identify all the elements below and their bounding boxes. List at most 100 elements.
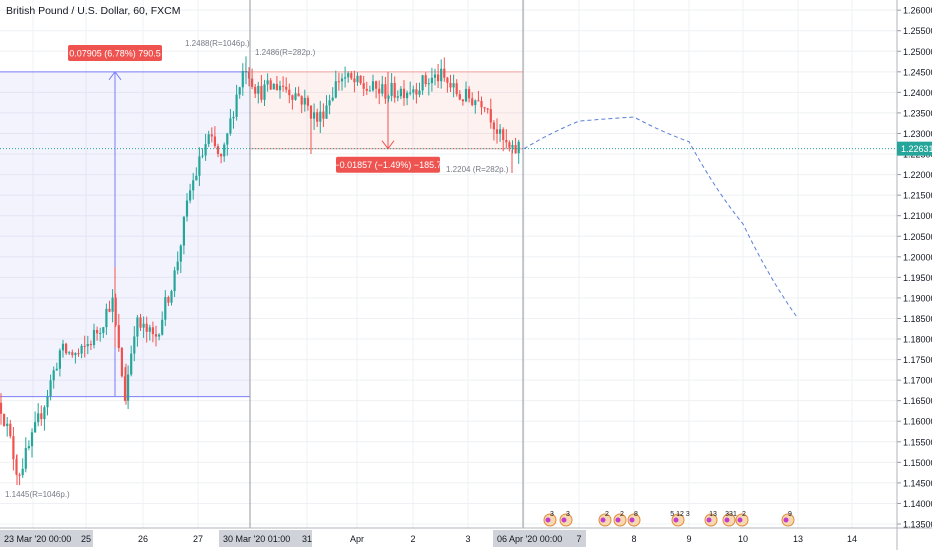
- event-marker-count: 9: [788, 511, 792, 518]
- candle-body: [368, 90, 371, 92]
- candle-body: [495, 129, 499, 134]
- candle-body: [182, 216, 185, 246]
- event-marker-count: 5 12 3: [670, 511, 690, 518]
- candle-body: [365, 88, 368, 91]
- candle-body: [347, 73, 350, 78]
- event-marker-count: 3: [550, 511, 554, 518]
- price-axis-label: 1.24000: [903, 88, 932, 98]
- candle-body: [142, 323, 145, 328]
- candle-body: [55, 368, 58, 371]
- candle-body: [492, 122, 495, 130]
- candle-body: [204, 144, 207, 156]
- candle-body: [127, 374, 130, 401]
- candle-body: [340, 78, 344, 82]
- time-axis-label-highlight: 06 Apr '20 00:00: [497, 534, 562, 544]
- candle-body: [223, 144, 226, 157]
- candle-body: [226, 133, 229, 145]
- time-axis-label: 27: [193, 534, 203, 544]
- candle-body: [449, 82, 452, 88]
- candle-body: [18, 474, 21, 476]
- candle-body: [189, 190, 192, 201]
- candle-body: [37, 413, 40, 423]
- candle-body: [303, 97, 306, 105]
- time-axis-label: 14: [847, 534, 857, 544]
- price-axis-label: 1.15500: [903, 437, 932, 447]
- candle-body: [89, 344, 92, 346]
- candle-body: [331, 97, 334, 101]
- price-axis-label: 1.25500: [903, 26, 932, 36]
- price-axis-label: 1.19500: [903, 273, 932, 283]
- price-axis-label: 1.15000: [903, 458, 932, 468]
- candle-body: [309, 105, 313, 119]
- candle-body: [133, 336, 136, 354]
- candle-body: [480, 101, 483, 108]
- price-axis-label: 1.26000: [903, 6, 932, 16]
- candle-body: [232, 116, 235, 119]
- candle-body: [409, 92, 412, 94]
- candle-body: [415, 89, 418, 95]
- candle-body: [257, 85, 260, 94]
- time-axis-label: 26: [138, 534, 148, 544]
- candle-body: [148, 327, 151, 332]
- price-axis[interactable]: 1.26000 1.25500 1.25000 1.24500 1.24000 1.235…: [896, 0, 932, 550]
- time-axis[interactable]: 23 Mar '20 00:00 25 26 27 30 Mar '20 01:00 31…: [0, 527, 932, 547]
- candle-body: [306, 97, 309, 106]
- candle-body: [412, 89, 415, 93]
- time-axis-label: 8: [631, 534, 636, 544]
- drawing-overlays: 0.07905 (6.78%) 790.5 −0.01857 (−1.49%) −…: [0, 0, 897, 528]
- candle-body: [235, 94, 238, 117]
- candle-body: [145, 323, 148, 332]
- high-label-2: 1.2486(R=282p.): [255, 48, 316, 57]
- candle-body: [263, 84, 266, 100]
- candle-body: [229, 118, 232, 134]
- candle-body: [80, 345, 83, 354]
- candle-body: [269, 80, 272, 90]
- candle-body: [40, 413, 43, 420]
- price-axis-label: 1.25000: [903, 47, 932, 57]
- measure-range-down-fill: [250, 71, 523, 149]
- time-axis-label-highlight: 23 Mar '20 00:00: [4, 534, 71, 544]
- candle-body: [489, 109, 492, 123]
- candle-body: [452, 83, 455, 88]
- candle-body: [254, 86, 257, 94]
- candle-body: [151, 327, 154, 335]
- candle-body: [505, 140, 508, 143]
- event-flag-icon: [724, 517, 730, 523]
- high-label-1: 1.2488(R=1046p.): [185, 39, 250, 48]
- candle-body: [49, 380, 52, 397]
- event-markers: 3 3 2 2 8 5 12 3 13 331 2 9: [543, 511, 795, 527]
- candle-body: [198, 156, 201, 176]
- time-axis-label: 2: [410, 534, 415, 544]
- event-flag-icon: [783, 517, 789, 523]
- candle-body: [313, 112, 316, 119]
- time-axis-highlight-box: [0, 530, 93, 547]
- candle-body: [322, 111, 325, 119]
- candle-body: [65, 343, 68, 354]
- symbol-title: British Pound / U.S. Dollar, 60, FXCM: [6, 5, 180, 17]
- candle-body: [272, 83, 275, 90]
- candle-body: [6, 423, 9, 427]
- candle-body: [92, 329, 96, 346]
- candle-body: [3, 413, 6, 427]
- price-axis-label: 1.17500: [903, 355, 932, 365]
- candle-body: [247, 71, 251, 79]
- event-marker-count: 331: [725, 511, 737, 518]
- candle-body: [86, 344, 89, 347]
- event-flag-icon: [673, 517, 679, 523]
- candle-body: [207, 134, 210, 145]
- candle-body: [356, 75, 359, 83]
- candle-body: [486, 108, 489, 110]
- candle-body: [195, 175, 198, 181]
- candle-body: [61, 343, 65, 351]
- candle-body: [111, 297, 114, 312]
- candle-body: [384, 84, 387, 99]
- candle-body: [170, 291, 173, 303]
- price-axis-label: 1.14500: [903, 478, 932, 488]
- candle-body: [381, 84, 384, 94]
- candle-body: [220, 153, 223, 157]
- candle-body: [424, 75, 427, 85]
- candle-body: [238, 87, 241, 95]
- candle-body: [173, 270, 176, 292]
- candle-body: [464, 88, 468, 102]
